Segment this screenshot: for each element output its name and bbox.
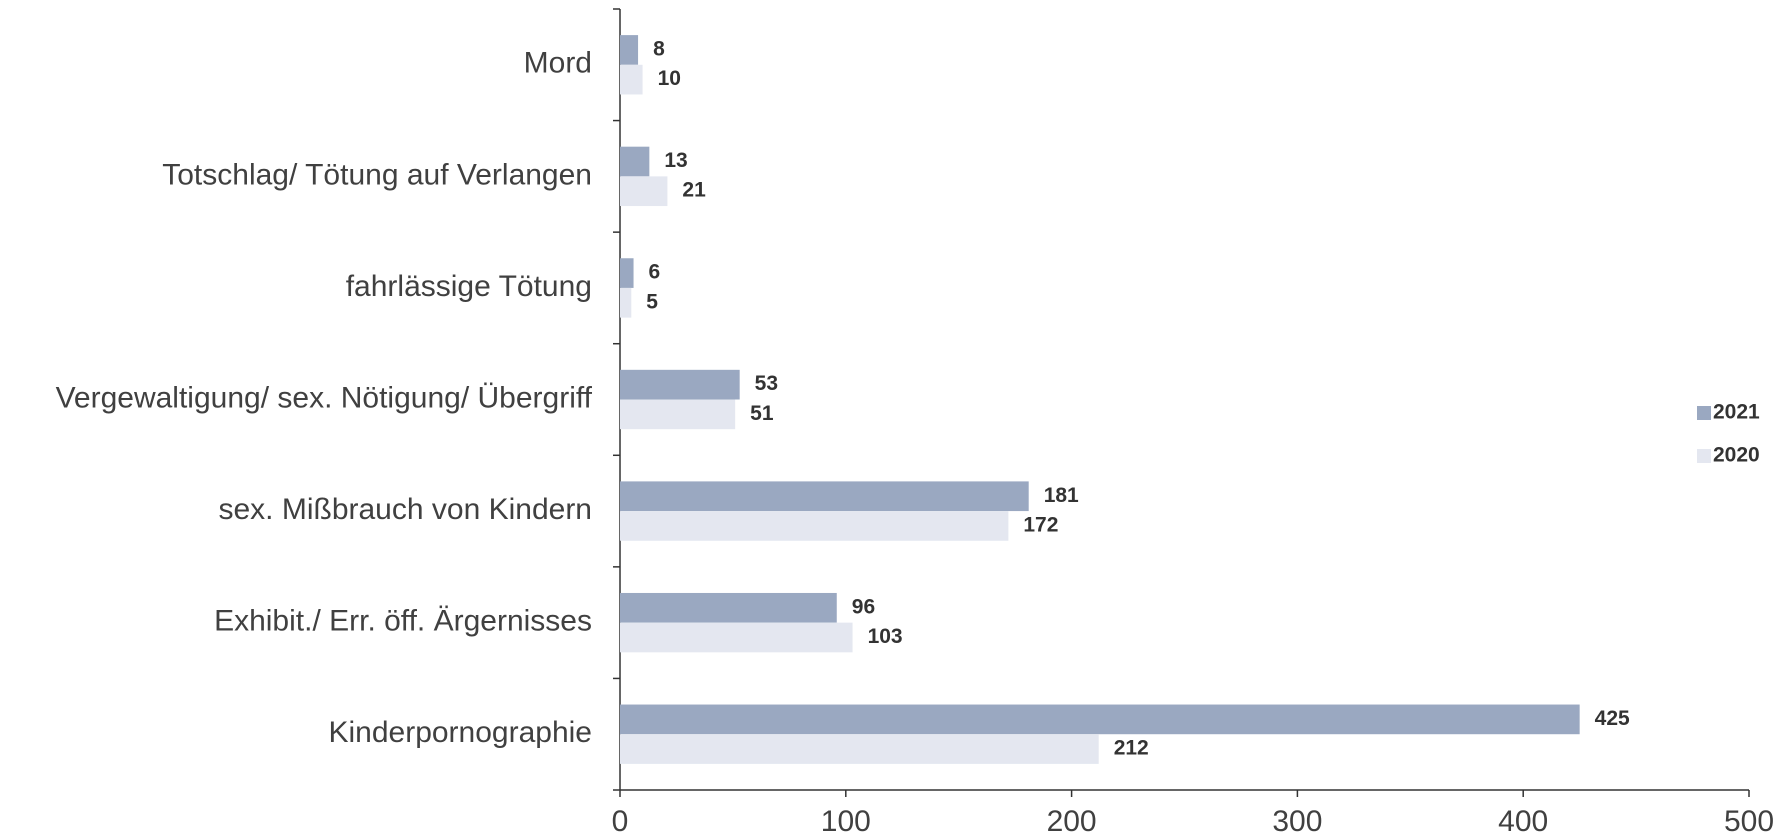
bar <box>620 592 837 623</box>
x-tick-label: 500 <box>1724 805 1774 838</box>
value-label: 172 <box>1023 513 1058 536</box>
x-tick-label: 0 <box>612 805 629 838</box>
value-label: 8 <box>653 37 665 60</box>
category-label: Totschlag/ Tötung auf Verlangen <box>162 158 592 191</box>
category-label: Vergewaltigung/ sex. Nötigung/ Übergriff <box>56 381 593 414</box>
bar <box>620 64 643 95</box>
bar <box>620 258 634 288</box>
category-label: sex. Mißbrauch von Kindern <box>218 493 592 526</box>
value-label: 5 <box>646 290 658 313</box>
bar <box>620 481 1029 512</box>
legend-swatch <box>1697 406 1711 420</box>
bar <box>620 734 1099 764</box>
category-label: Exhibit./ Err. öff. Ärgernisses <box>214 605 592 638</box>
value-label: 13 <box>664 149 687 172</box>
value-label: 425 <box>1595 707 1630 730</box>
x-tick-label: 100 <box>821 805 871 838</box>
legend-swatch <box>1697 449 1711 463</box>
value-label: 21 <box>682 179 706 202</box>
x-tick-label: 300 <box>1272 805 1322 838</box>
value-label: 10 <box>658 67 681 90</box>
bar <box>620 35 639 65</box>
bar <box>620 176 668 207</box>
value-label: 51 <box>750 402 774 425</box>
value-label: 212 <box>1114 737 1149 760</box>
legend-label: 2021 <box>1713 401 1760 424</box>
value-label: 181 <box>1044 484 1079 507</box>
bar <box>620 399 736 430</box>
x-tick-label: 400 <box>1498 805 1548 838</box>
bar <box>620 622 853 653</box>
bar <box>620 511 1009 541</box>
value-label: 6 <box>649 261 661 284</box>
value-label: 53 <box>755 372 778 395</box>
bar <box>620 146 650 177</box>
x-tick-label: 200 <box>1047 805 1097 838</box>
value-label: 96 <box>852 595 875 618</box>
value-label: 103 <box>868 625 903 648</box>
legend-label: 2020 <box>1713 444 1760 467</box>
bar <box>620 704 1580 735</box>
category-label: fahrlässige Tötung <box>346 270 592 303</box>
bar <box>620 287 632 318</box>
category-label: Kinderpornographie <box>328 716 592 749</box>
category-label: Mord <box>524 47 592 80</box>
bar <box>620 369 740 400</box>
